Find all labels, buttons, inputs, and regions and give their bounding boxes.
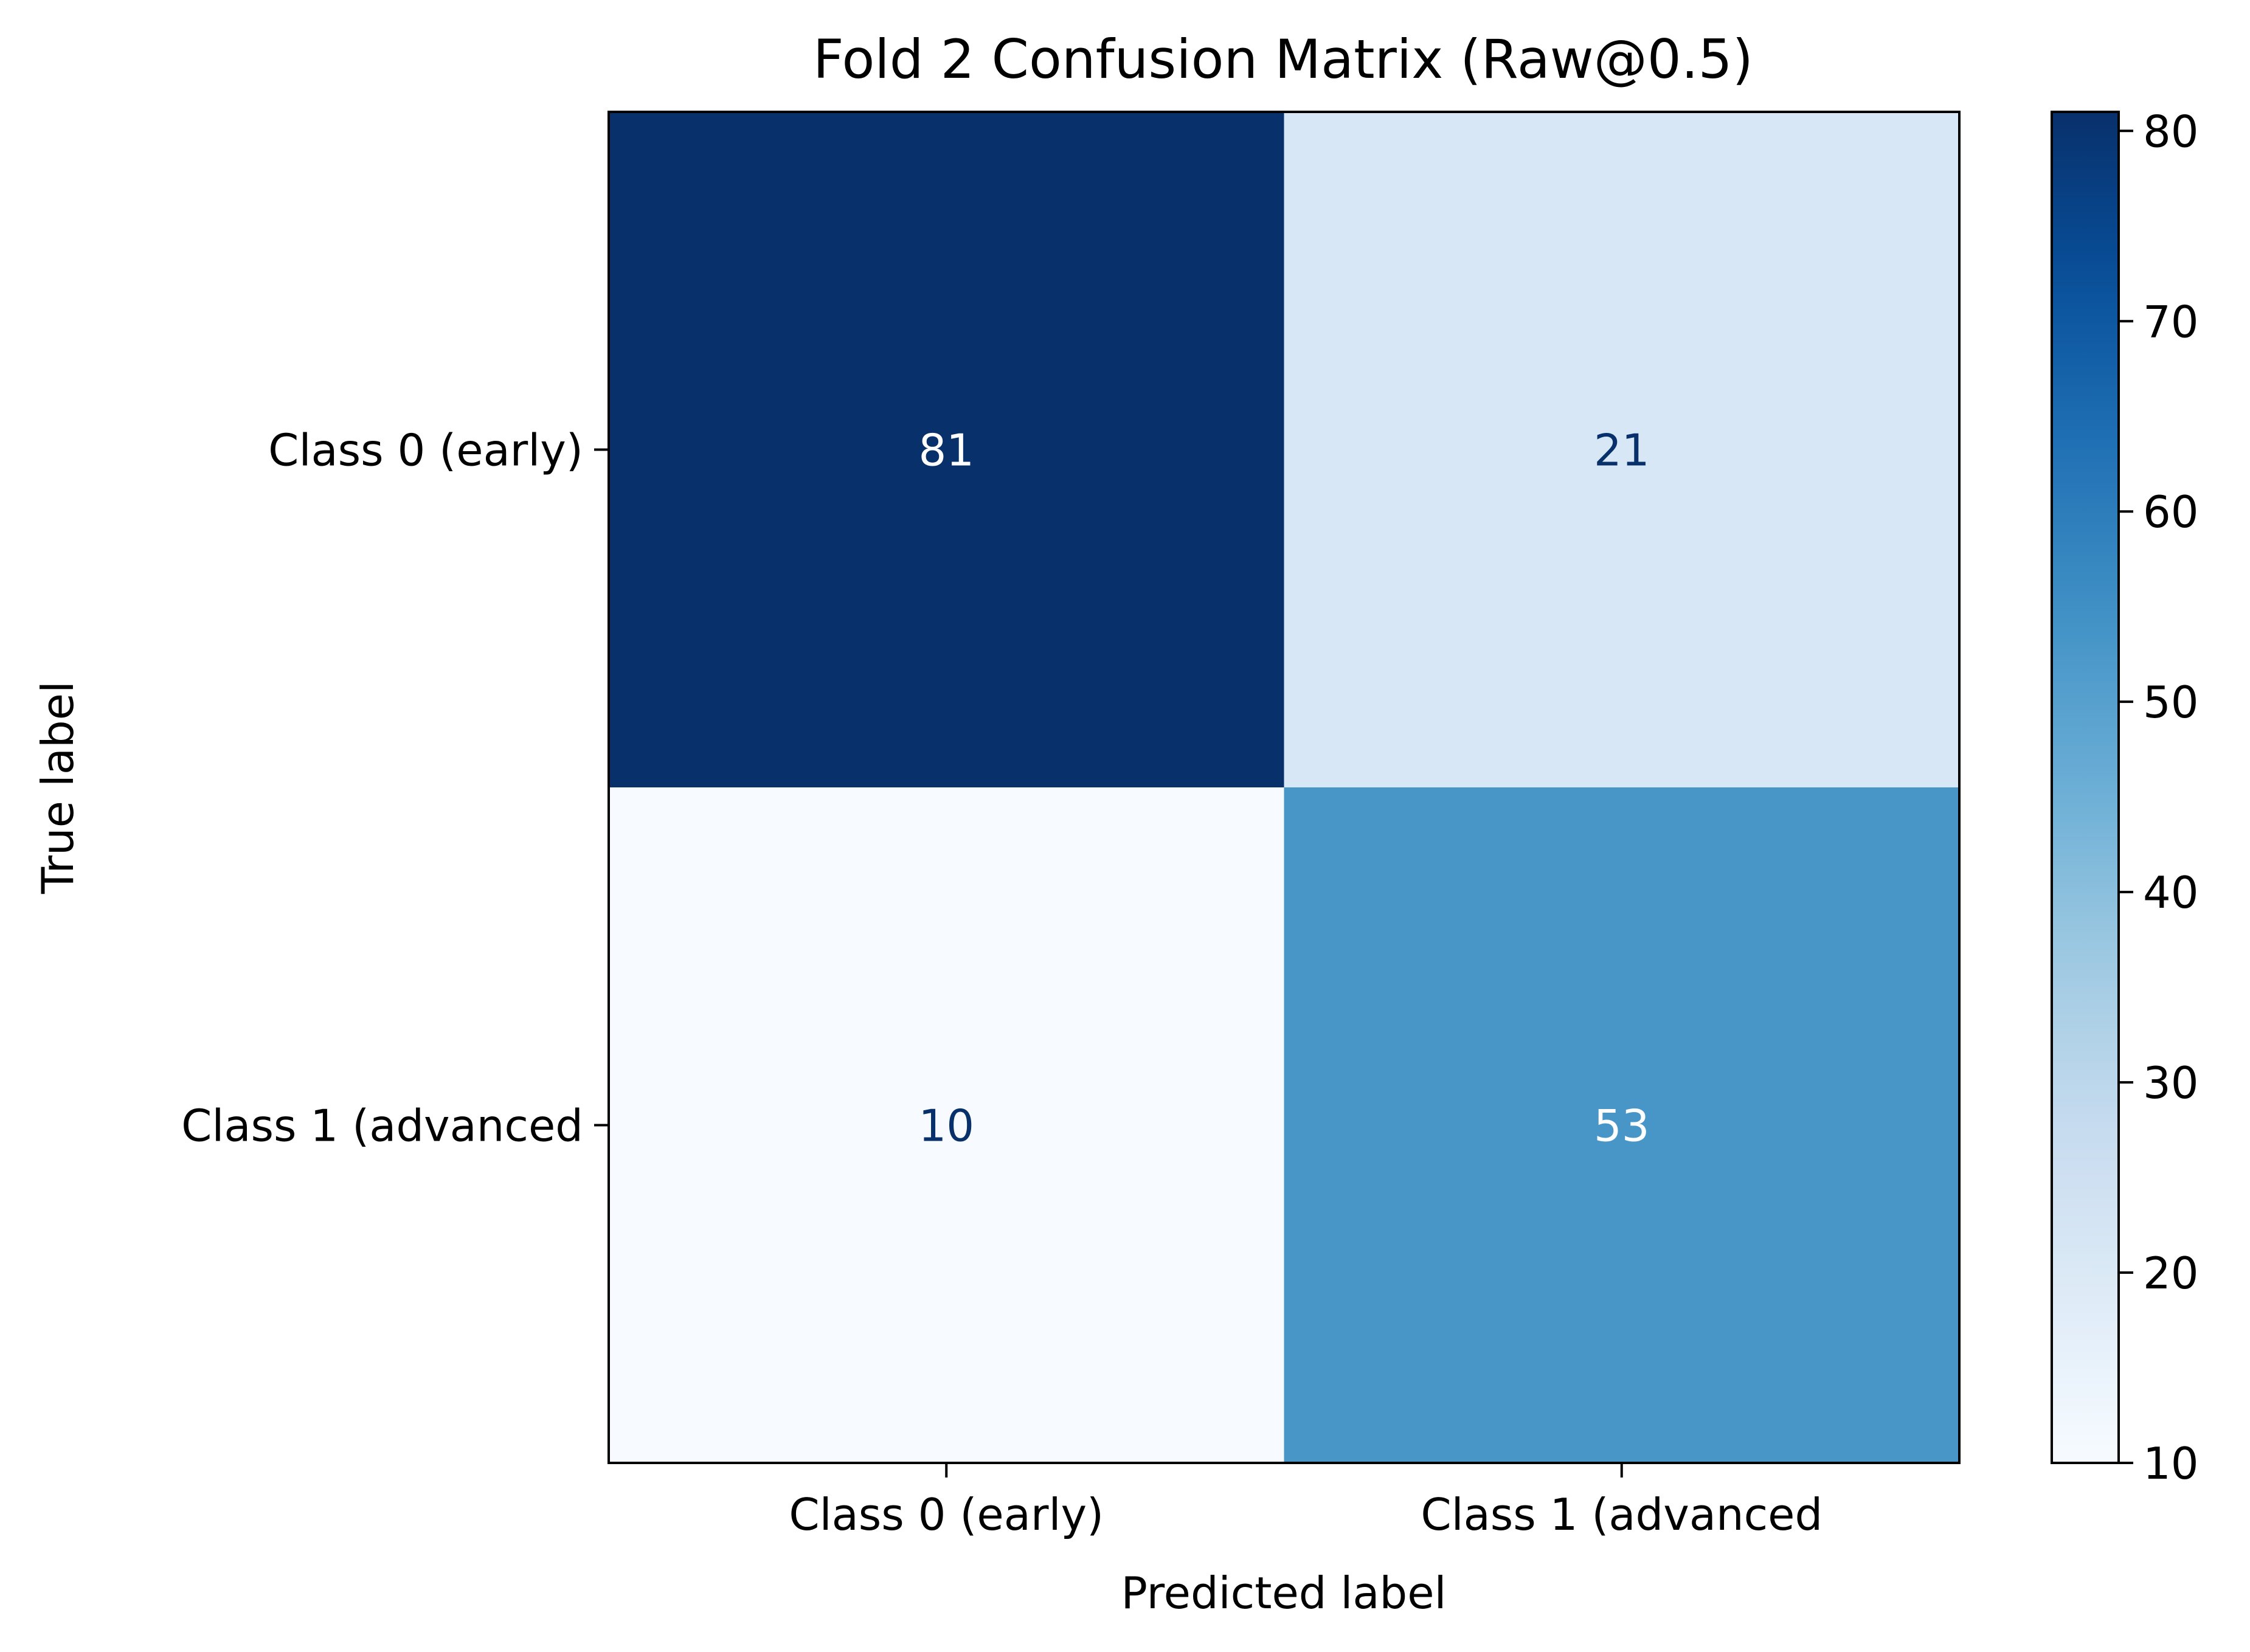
- colorbar-tick-label: 30: [2143, 1057, 2199, 1108]
- matrix-cell: [1284, 112, 1959, 787]
- y-tick-label: Class 1 (advanced: [181, 1101, 583, 1152]
- x-axis-label: Predicted label: [1121, 1567, 1446, 1619]
- cell-value-label: 81: [918, 425, 974, 476]
- colorbar: [2051, 111, 2120, 1464]
- colorbar-tick-label: 70: [2143, 296, 2199, 347]
- colorbar-tick-label: 80: [2143, 106, 2199, 157]
- matrix-cell: [609, 787, 1284, 1463]
- y-axis-label: True label: [32, 681, 83, 894]
- matrix-cell: [1284, 787, 1959, 1463]
- cell-value-label: 53: [1594, 1101, 1650, 1152]
- colorbar-tick-label: 10: [2143, 1438, 2199, 1489]
- x-axis-ticks: Class 0 (early) Class 1 (advanced: [789, 1463, 1822, 1540]
- cell-value-label: 21: [1594, 425, 1650, 476]
- chart-title: Fold 2 Confusion Matrix (Raw@0.5): [813, 28, 1753, 91]
- x-tick-label: Class 0 (early): [789, 1489, 1104, 1540]
- matrix-cell-labels: 81 21 10 53: [918, 425, 1649, 1152]
- x-tick-label: Class 1 (advanced: [1421, 1489, 1822, 1540]
- plot-frame: [608, 111, 1961, 1464]
- colorbar-ticks: 10 20 30 40 50 60 70 80: [2119, 106, 2199, 1489]
- y-axis-ticks: Class 0 (early) Class 1 (advanced: [181, 425, 609, 1152]
- colorbar-tick-label: 20: [2143, 1248, 2199, 1299]
- cell-value-label: 10: [918, 1101, 974, 1152]
- colorbar-tick-label: 60: [2143, 486, 2199, 537]
- matrix-cell: [609, 112, 1284, 787]
- y-tick-label: Class 0 (early): [268, 425, 583, 476]
- colorbar-tick-label: 50: [2143, 677, 2199, 728]
- matrix-cells: [609, 112, 1959, 1463]
- colorbar-tick-label: 40: [2143, 867, 2199, 918]
